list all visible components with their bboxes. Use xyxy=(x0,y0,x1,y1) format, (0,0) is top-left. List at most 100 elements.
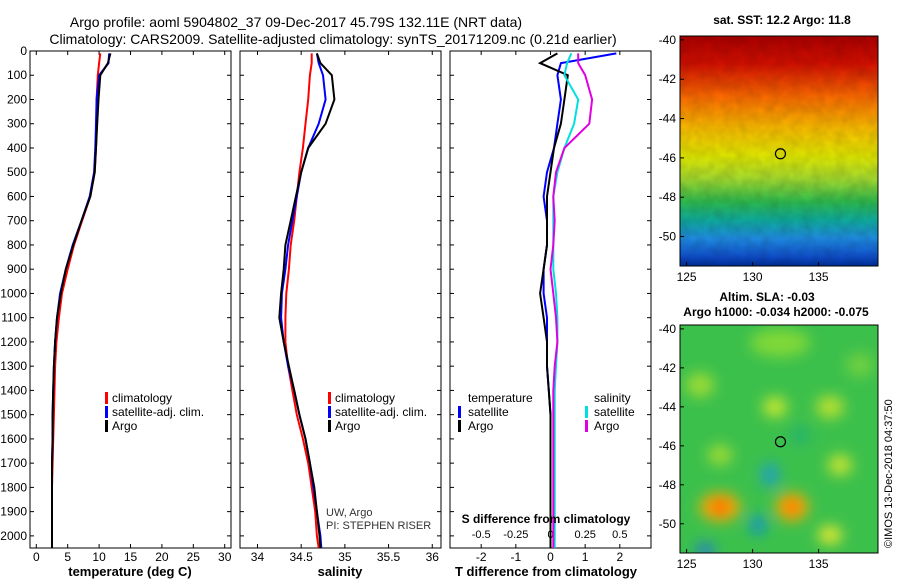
series-line-s-satellite xyxy=(552,53,580,548)
legend-swatch-t-satellite xyxy=(458,406,461,418)
x-tick-label: 35 xyxy=(338,550,352,564)
source-text: UW, Argo xyxy=(326,507,372,519)
x-tick-label: 5 xyxy=(64,550,71,564)
salinity-x-label: salinity xyxy=(318,564,364,579)
figure-title-line2: Climatology: CARS2009. Satellite-adjuste… xyxy=(49,31,616,47)
x-tick-label: 1 xyxy=(582,550,589,564)
legend-swatch-argo xyxy=(328,420,331,432)
map-y-tick-label: -40 xyxy=(659,33,677,47)
legend-label-s-satellite: satellite xyxy=(594,405,635,419)
salinity-panel-frame xyxy=(239,50,442,549)
legend-swatch-climatology xyxy=(328,392,331,404)
series-line-satellite-adj-clim- xyxy=(280,53,327,549)
legend-label-argo: Argo xyxy=(335,419,361,433)
legend-label-t-satellite: satellite xyxy=(468,405,509,419)
legend-label-climatology: climatology xyxy=(112,391,172,405)
map-y-tick-label: -46 xyxy=(659,151,677,165)
x-tick-label: 35.5 xyxy=(377,550,401,564)
legend-label-climatology: climatology xyxy=(335,391,395,405)
depth-tick-label: 1200 xyxy=(0,335,27,349)
depth-tick-label: 1100 xyxy=(1,311,27,325)
sst-map-axes: 125 130 135 -40 -42 -44 -46 -48 -50 xyxy=(659,33,829,284)
depth-tick-label: 1700 xyxy=(0,456,27,470)
depth-tick-label: 400 xyxy=(7,141,27,155)
sst-texture xyxy=(680,36,878,266)
depth-axis: 0 100 200 300 400 500 600 700 800 900 1000 1100 1200… xyxy=(0,44,651,543)
legend-swatch-climatology xyxy=(105,392,108,404)
x-tick-label: -2 xyxy=(476,550,487,564)
depth-tick-label: 600 xyxy=(7,189,27,203)
map-y-tick-label: -42 xyxy=(659,72,677,86)
x-tick-label: -1 xyxy=(511,550,522,564)
difference-x-label: T difference from climatology xyxy=(455,564,638,579)
x-tick-label: 30 xyxy=(218,550,232,564)
depth-tick-label: 1800 xyxy=(0,480,27,494)
s-tick-label: -0.5 xyxy=(472,529,491,541)
legend-swatch-s-satellite xyxy=(585,406,588,418)
figure-title-line1: Argo profile: aoml 5904802_37 09-Dec-201… xyxy=(70,14,522,30)
sst-map-frame xyxy=(679,35,879,267)
depth-tick-label: 100 xyxy=(7,68,27,82)
map-x-tick-label: 135 xyxy=(809,270,829,284)
series-line-argo xyxy=(278,53,336,549)
sla-map-title-2: Argo h1000: -0.034 h2000: -0.075 xyxy=(683,305,869,319)
x-tick-label: 10 xyxy=(92,550,106,564)
series-line-t-argo xyxy=(537,52,569,548)
depth-tick-label: 500 xyxy=(7,165,27,179)
map-x-tick-label: 125 xyxy=(677,557,697,571)
salinity-chart: 34 34.5 35 35.5 36 xyxy=(251,51,439,564)
s-tick-label: -0.25 xyxy=(503,529,528,541)
legend-title-temperature: temperature xyxy=(468,391,533,405)
depth-tick-label: 800 xyxy=(7,238,27,252)
x-tick-label: 34.5 xyxy=(289,550,313,564)
legend-title-salinity: salinity xyxy=(594,391,631,405)
map-x-tick-label: 135 xyxy=(809,557,829,571)
salinity-legend: climatology satellite-adj. clim. Argo xyxy=(328,391,427,433)
sst-map-svg xyxy=(680,36,878,266)
x-tick-label: 0 xyxy=(547,550,554,564)
depth-tick-label: 1900 xyxy=(0,505,27,519)
depth-tick-label: 200 xyxy=(7,92,27,106)
legend-label-t-argo: Argo xyxy=(468,419,494,433)
map-y-tick-label: -50 xyxy=(659,517,677,531)
legend-swatch-satellite xyxy=(328,406,331,418)
x-tick-label: 15 xyxy=(124,550,138,564)
depth-tick-label: 0 xyxy=(20,44,27,58)
depth-tick-label: 1500 xyxy=(0,408,27,422)
map-y-tick-label: -46 xyxy=(659,439,677,453)
s-difference-label: S difference from climatology xyxy=(462,512,631,526)
temperature-chart: 0 5 10 15 20 25 30 xyxy=(33,51,232,564)
x-tick-label: 25 xyxy=(187,550,201,564)
legend-swatch-s-argo xyxy=(585,420,588,432)
series-line-climatology xyxy=(284,53,320,549)
x-tick-label: 20 xyxy=(155,550,169,564)
imos-watermark: ©IMOS 13-Dec-2018 04:37:50 xyxy=(883,399,895,548)
x-tick-label: 36 xyxy=(426,550,440,564)
temperature-legend: climatology satellite-adj. clim. Argo xyxy=(105,391,204,433)
difference-legend: temperature satellite Argo salinity sate… xyxy=(458,391,635,433)
sla-eddies xyxy=(686,329,874,553)
pi-text: PI: STEPHEN RISER xyxy=(326,520,431,532)
depth-tick-label: 1300 xyxy=(0,359,27,373)
depth-tick-label: 1000 xyxy=(0,286,27,300)
temperature-x-label: temperature (deg C) xyxy=(68,564,192,579)
depth-tick-label: 300 xyxy=(7,117,27,131)
x-tick-label: 2 xyxy=(616,550,623,564)
sst-map-title: sat. SST: 12.2 Argo: 11.8 xyxy=(713,13,851,27)
legend-label-argo: Argo xyxy=(112,419,138,433)
map-y-tick-label: -42 xyxy=(659,361,677,375)
depth-tick-label: 2000 xyxy=(0,529,27,543)
difference-chart: -2 -1 0 1 2-0.5 -0.25 0 0.25 0.5 xyxy=(472,51,627,564)
map-y-tick-label: -44 xyxy=(659,400,677,414)
map-y-tick-label: -44 xyxy=(659,112,677,126)
argo-float-marker xyxy=(774,148,787,160)
map-x-tick-label: 125 xyxy=(677,270,697,284)
map-x-tick-label: 130 xyxy=(743,557,763,571)
map-y-tick-label: -48 xyxy=(659,478,677,492)
s-tick-label: 0.25 xyxy=(574,529,595,541)
x-tick-label: 0 xyxy=(33,550,40,564)
depth-tick-label: 1600 xyxy=(0,432,27,446)
legend-swatch-argo xyxy=(105,420,108,432)
legend-label-satellite: satellite-adj. clim. xyxy=(112,405,204,419)
